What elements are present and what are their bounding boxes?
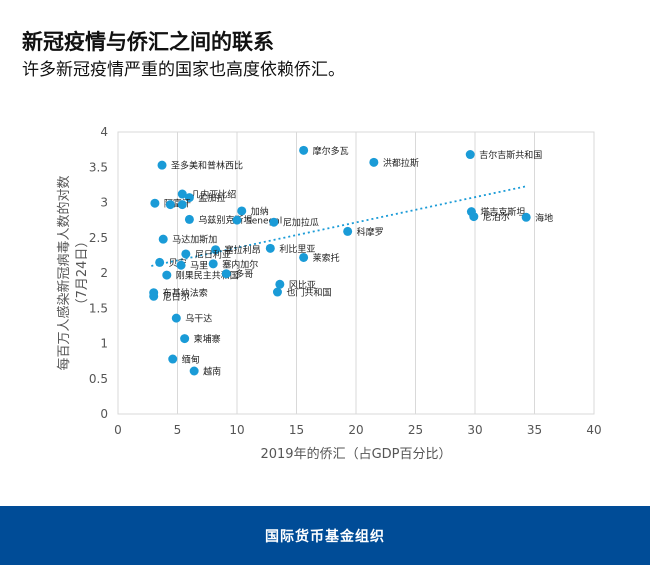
data-point [180, 334, 190, 344]
point-label: 加纳 [251, 205, 269, 217]
data-point [221, 269, 231, 279]
point-label: 圣多美和普林西比 [171, 160, 243, 172]
x-tick-label: 20 [348, 423, 363, 437]
trend-line [151, 185, 527, 267]
data-point [275, 279, 285, 289]
data-point [162, 270, 172, 280]
data-point [177, 189, 187, 199]
data-point [299, 252, 309, 262]
data-point [343, 226, 353, 236]
point-label: 也门共和国 [286, 287, 331, 299]
data-point [208, 259, 218, 269]
point-label: 塞拉利昂 [225, 244, 261, 256]
data-point [232, 215, 242, 225]
y-axis-label: 每百万人感染新冠病毒人数的对数 [56, 175, 72, 370]
page-title: 新冠疫情与侨汇之间的联系 [22, 30, 274, 54]
data-point [176, 260, 186, 270]
y-tick-label: 2 [100, 266, 108, 280]
data-point [521, 212, 531, 222]
point-label: 马达加斯加 [172, 234, 217, 246]
point-label: 塞内加尔 [222, 258, 258, 270]
x-tick-label: 10 [229, 423, 244, 437]
data-point [469, 212, 479, 222]
point-label: 多哥 [235, 268, 253, 280]
point-label: 科摩罗 [357, 226, 384, 238]
data-point [272, 287, 282, 297]
data-point [299, 145, 309, 155]
point-label: 利比里亚 [279, 243, 315, 255]
point-label: 缅甸 [182, 354, 200, 366]
point-label: 几内亚比绍 [191, 189, 236, 201]
data-point [155, 257, 165, 267]
point-label: 尼加拉瓜 [283, 217, 319, 229]
point-label: Senegal [246, 217, 282, 227]
y-tick-label: 3.5 [89, 160, 108, 174]
data-point [184, 193, 194, 203]
point-label: 乌兹别克斯坦 [198, 214, 252, 226]
data-point [157, 160, 167, 170]
point-label: 孟加拉 [198, 192, 225, 204]
y-axis-label-date: （7月24日） [75, 235, 90, 312]
data-point [184, 214, 194, 224]
data-point [158, 234, 168, 244]
y-tick-label: 2.5 [89, 231, 108, 245]
data-point [465, 150, 475, 160]
point-label: 尼日利亚 [195, 248, 231, 260]
data-point [150, 198, 160, 208]
data-point [189, 366, 199, 376]
point-label: 尼日尔 [163, 291, 190, 303]
point-label: 乌干达 [185, 313, 212, 325]
y-tick-label: 4 [100, 125, 108, 139]
point-label: 吉尔吉斯共和国 [479, 149, 542, 161]
point-label: 布基纳法索 [163, 287, 208, 299]
data-point [177, 200, 187, 210]
x-tick-label: 15 [289, 423, 304, 437]
footer-bar: 国际货币基金组织 [0, 506, 650, 565]
data-point [181, 249, 191, 259]
x-tick-label: 30 [467, 423, 482, 437]
point-label: 越南 [203, 365, 221, 377]
x-axis-label: 2019年的侨汇（占GDP百分比） [260, 446, 451, 462]
point-label: 冈比亚 [289, 279, 316, 291]
x-tick-label: 40 [586, 423, 601, 437]
point-label: 柬埔寨 [194, 333, 221, 345]
point-label: 马里 [190, 261, 208, 272]
point-label: 海地 [535, 212, 553, 224]
y-tick-label: 3 [100, 196, 108, 210]
x-tick-label: 35 [527, 423, 542, 437]
point-label: 塔吉克斯坦 [480, 206, 525, 218]
footer-label: 国际货币基金组织 [265, 528, 385, 545]
data-point [168, 354, 178, 364]
y-tick-label: 0.5 [89, 372, 108, 386]
point-label: 洪都拉斯 [383, 157, 419, 169]
x-tick-label: 25 [408, 423, 423, 437]
y-tick-label: 0 [100, 407, 108, 421]
data-point [165, 200, 175, 210]
scatter-chart: 0 5 10 15 20 25 30 35 40 0 0.5 1 1.5 2 2.5 3 3.5 4 2019年的侨… [56, 125, 602, 462]
point-label: 摩尔多瓦 [313, 145, 349, 157]
data-point [265, 243, 275, 253]
x-tick-label: 0 [114, 423, 122, 437]
data-point [269, 217, 279, 227]
data-point [149, 291, 159, 301]
data-point [237, 206, 247, 216]
point-label: 尼泊尔 [483, 211, 510, 223]
data-point [369, 157, 379, 167]
page-subtitle: 许多新冠疫情严重的国家也高度依赖侨汇。 [22, 60, 345, 80]
data-point [171, 313, 181, 323]
x-tick-label: 5 [174, 423, 182, 437]
y-tick-label: 1 [100, 337, 108, 351]
point-label: 莱索托 [313, 252, 340, 264]
y-tick-label: 1.5 [89, 301, 108, 315]
data-point [211, 245, 221, 255]
